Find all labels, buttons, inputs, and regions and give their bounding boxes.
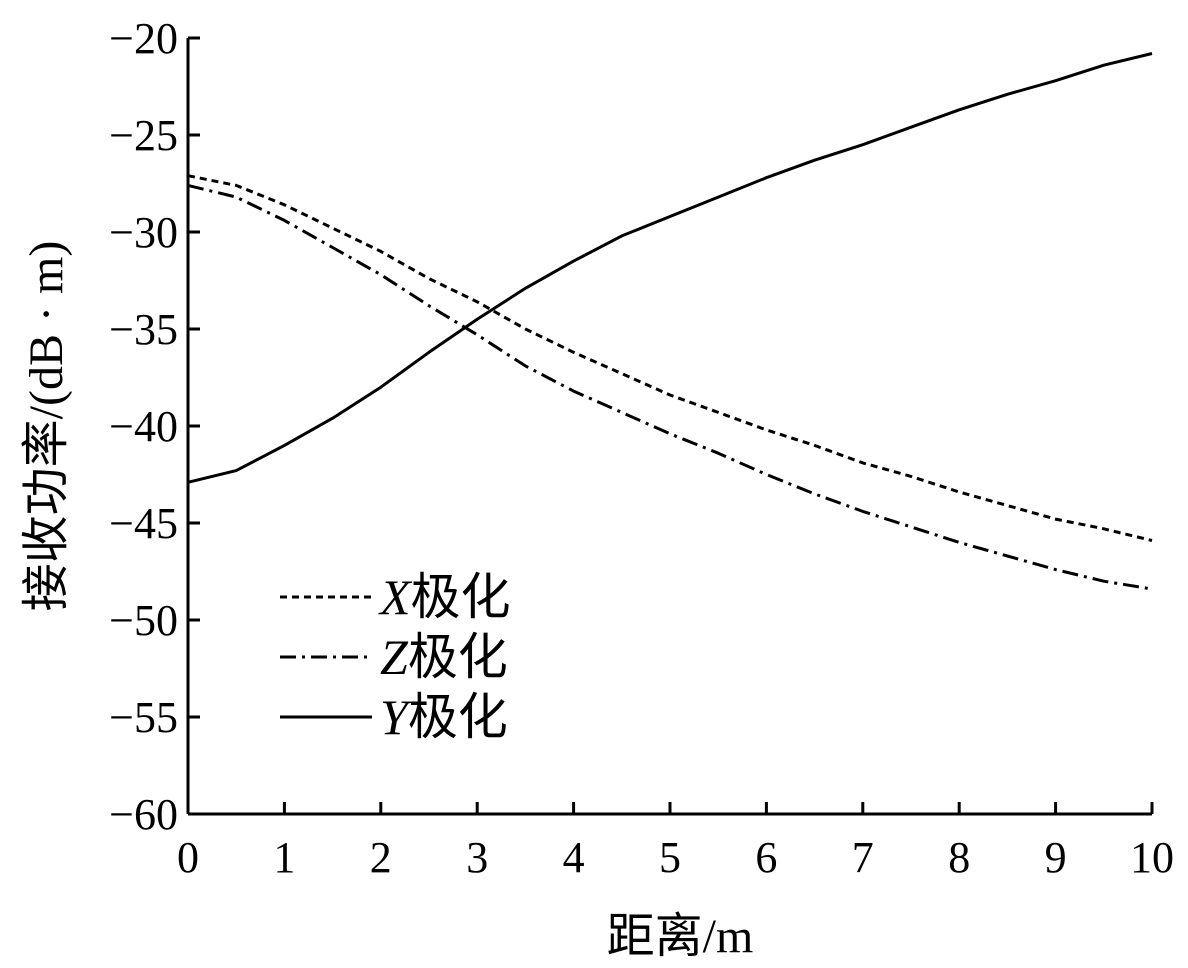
y-tick-label: −20 (109, 14, 178, 63)
x-tick-label: 8 (948, 833, 970, 882)
series-layer (187, 52, 1153, 591)
series-line-y (187, 52, 1153, 484)
y-tick-label: −40 (109, 402, 178, 451)
legend-label-z: Z极化 (380, 629, 508, 685)
x-tick-label: 5 (659, 833, 681, 882)
x-tick-label: 7 (852, 833, 874, 882)
y-tick-label: −25 (109, 111, 178, 160)
legend-suffix: 极化 (408, 629, 508, 685)
y-tick-label: −30 (109, 208, 178, 257)
x-tick-label: 3 (466, 833, 488, 882)
x-tick-label: 9 (1045, 833, 1067, 882)
legend-label-y: Y极化 (380, 689, 508, 745)
x-tick-label: 0 (177, 833, 199, 882)
legend-suffix: 极化 (411, 569, 511, 625)
y-tick-label: −35 (109, 305, 178, 354)
series-line-z (187, 183, 1153, 591)
ticks: −60 −55 −50 −45 −40 −35 −30 −25 −20 0 1 2 3 4 5 6 7 8 9 10 (109, 14, 1174, 882)
legend-variable: Y (380, 689, 413, 745)
x-tick-label: 2 (370, 833, 392, 882)
y-tick-label: −60 (109, 790, 178, 839)
y-tick-label: −55 (109, 693, 178, 742)
y-axis-title: 接收功率/(dB · m) (20, 241, 73, 612)
legend-suffix: 极化 (408, 689, 508, 745)
x-tick-label: 10 (1130, 833, 1174, 882)
x-tick-label: 6 (755, 833, 777, 882)
x-axis-title: 距离/m (607, 910, 754, 963)
series-line-x (187, 174, 1153, 542)
legend-variable: Z (380, 629, 409, 685)
y-tick-label: −45 (109, 499, 178, 548)
legend-label-x: X极化 (378, 569, 511, 625)
x-tick-label: 1 (273, 833, 295, 882)
y-tick-label: −50 (109, 596, 178, 645)
x-tick-label: 4 (563, 833, 585, 882)
legend-variable: X (378, 569, 413, 625)
axes (186, 38, 1152, 816)
